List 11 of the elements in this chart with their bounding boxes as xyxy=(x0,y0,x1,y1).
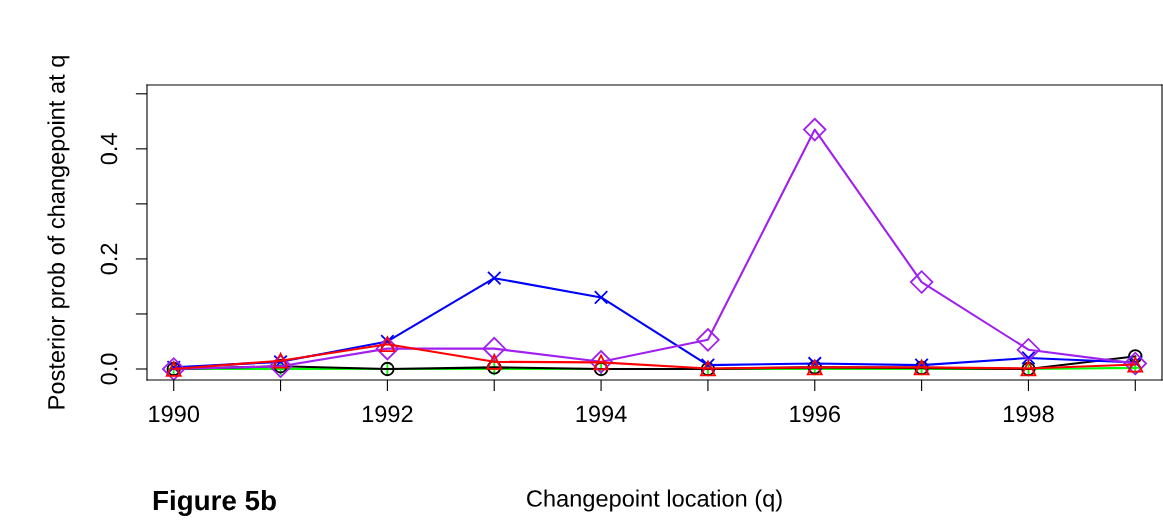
x-axis-title: Changepoint location (q) xyxy=(527,489,782,512)
y-tick-label: 0.4 xyxy=(100,133,118,165)
x-tick-label: 1990 xyxy=(149,405,200,423)
x-tick-label: 1996 xyxy=(790,405,840,423)
y-tick-label: 0.0 xyxy=(100,353,118,385)
x-tick-label: 1992 xyxy=(362,405,413,423)
x-tick-label: 1998 xyxy=(1003,405,1054,423)
caption: Figure 5b xyxy=(153,489,276,517)
y-tick-label: 0.2 xyxy=(100,243,118,275)
y-axis-title: Posterior prob of changepoint at q xyxy=(47,56,70,409)
x-tick-label: 1994 xyxy=(576,405,627,423)
